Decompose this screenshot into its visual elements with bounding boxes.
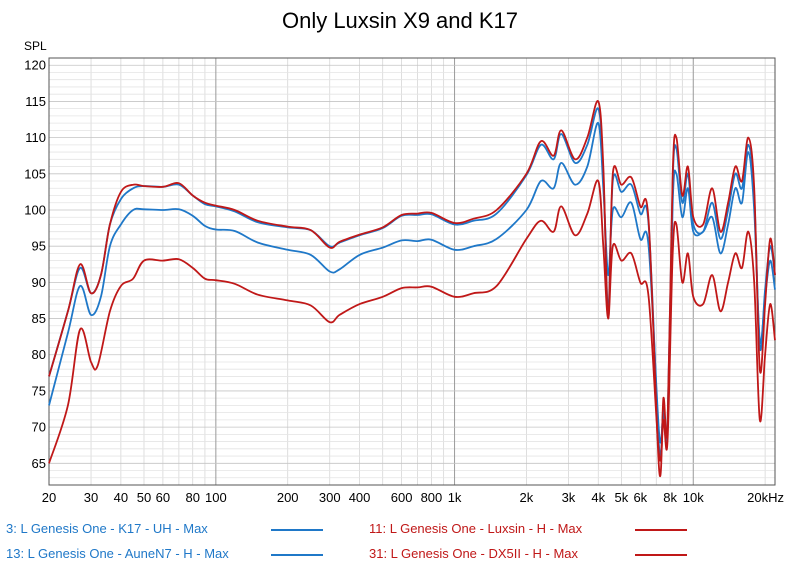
legend-entry-k17: 3: L Genesis One - K17 - UH - Max [6, 521, 326, 539]
x-tick-label: 60 [156, 490, 170, 505]
x-tick-label: 300 [319, 490, 341, 505]
legend-swatch [271, 529, 323, 531]
x-tick-label: 50 [137, 490, 151, 505]
legend-entry-luxsin: 11: L Genesis One - Luxsin - H - Max [369, 521, 699, 539]
legend-entry-aunen7: 13: L Genesis One - AuneN7 - H - Max [6, 546, 326, 564]
x-tick-label: 600 [391, 490, 413, 505]
legend-swatch [635, 529, 687, 531]
x-tick-label: 10k [683, 490, 704, 505]
legend-label: 31: L Genesis One - DX5II - H - Max [369, 546, 579, 561]
legend-swatch [635, 554, 687, 556]
x-tick-label: 6k [633, 490, 647, 505]
y-tick-label: 115 [25, 94, 46, 109]
x-tick-label: 20 [42, 490, 56, 505]
y-tick-label: 95 [32, 239, 46, 254]
series-lines [48, 100, 776, 477]
y-tick-label: 90 [32, 275, 46, 290]
legend-entry-dx5ii: 31: L Genesis One - DX5II - H - Max [369, 546, 699, 564]
legend-label: 11: L Genesis One - Luxsin - H - Max [369, 521, 583, 536]
x-tick-label: 20kHz [747, 490, 784, 505]
chart-title: Only Luxsin X9 and K17 [282, 8, 518, 33]
x-tick-label: 5k [615, 490, 629, 505]
x-tick-label: 8k [663, 490, 677, 505]
y-tick-label: 110 [25, 130, 46, 145]
y-tick-label: 105 [24, 166, 46, 181]
x-tick-label: 80 [185, 490, 199, 505]
y-tick-label: 65 [32, 456, 46, 471]
x-tick-label: 400 [349, 490, 371, 505]
legend-swatch [271, 554, 323, 556]
series-line-3 [48, 179, 776, 464]
series-line-2 [48, 100, 776, 477]
x-tick-label: 40 [114, 490, 128, 505]
y-tick-label: 80 [32, 347, 46, 362]
x-tick-label: 800 [421, 490, 443, 505]
x-tick-label: 1k [448, 490, 462, 505]
x-tick-label: 100 [205, 490, 227, 505]
x-tick-label: 2k [520, 490, 534, 505]
x-tick-label: 30 [84, 490, 98, 505]
y-tick-label: 75 [32, 383, 46, 398]
series-line-0 [48, 122, 776, 447]
legend-label: 3: L Genesis One - K17 - UH - Max [6, 521, 208, 536]
y-tick-label: 85 [32, 311, 46, 326]
y-tick-labels: 65 70 75 80 85 90 95 100 105 110 115 120 [24, 58, 46, 471]
x-tick-label: 200 [277, 490, 299, 505]
x-tick-label: 3k [562, 490, 576, 505]
legend-label: 13: L Genesis One - AuneN7 - H - Max [6, 546, 229, 561]
y-axis-label: SPL [24, 39, 47, 53]
y-tick-label: 120 [24, 58, 46, 73]
y-tick-label: 70 [32, 420, 46, 435]
x-tick-labels: 20 30 40 50 60 80 100 200 300 400 600 800 1k 2k 3k 4k 5k… [42, 490, 784, 505]
y-tick-label: 100 [24, 202, 46, 217]
x-tick-label: 4k [591, 490, 605, 505]
